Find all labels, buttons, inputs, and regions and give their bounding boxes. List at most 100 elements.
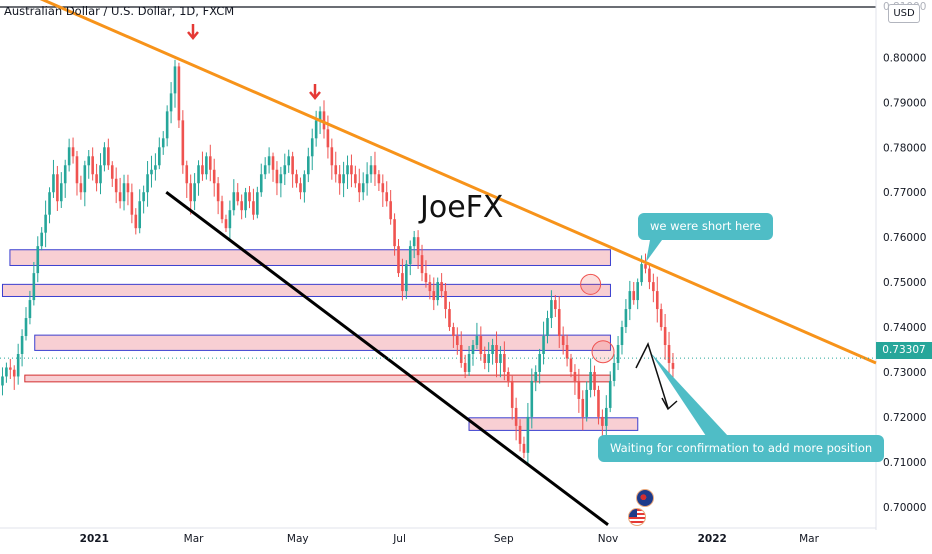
candle-body <box>110 165 114 179</box>
us-flag-icon[interactable] <box>628 508 646 526</box>
candle-body <box>114 178 118 193</box>
candle-body <box>224 219 228 229</box>
candle-body <box>456 336 459 346</box>
candle-body <box>401 273 404 292</box>
candle-body <box>283 165 287 175</box>
candle-body <box>87 156 91 166</box>
candle-body <box>28 300 32 319</box>
candle-body <box>173 66 177 94</box>
y-tick-label: 0.76000 <box>883 232 926 244</box>
candle-body <box>506 371 510 381</box>
candle-body <box>20 336 24 354</box>
candle-body <box>361 183 365 193</box>
candle-body <box>495 345 498 363</box>
candle-body <box>134 214 138 229</box>
candle-body <box>632 291 636 301</box>
confirmation-note-pointer <box>650 352 728 436</box>
candle-body <box>263 165 267 175</box>
y-tick-label: 0.78000 <box>883 142 926 154</box>
candle-body <box>185 165 189 184</box>
x-tick-label: 2021 <box>80 533 109 545</box>
projection-path <box>635 342 669 409</box>
candle-body <box>593 371 596 390</box>
candle-body <box>554 300 557 310</box>
candle-body <box>181 120 185 166</box>
candle-body <box>436 282 440 301</box>
candle-body <box>118 192 122 202</box>
candle-body <box>36 246 40 274</box>
candle-body <box>142 192 145 202</box>
x-tick-label: Mar <box>799 533 819 545</box>
candle-body <box>412 237 416 247</box>
candle-body <box>212 169 216 184</box>
candle-body <box>189 183 192 202</box>
candle-body <box>150 169 153 175</box>
candle-body <box>573 371 577 381</box>
candle-body <box>314 120 318 139</box>
candle-body <box>193 183 196 202</box>
y-tick-label: 0.74000 <box>883 322 926 334</box>
candle-body <box>350 165 353 175</box>
candle-body <box>330 147 334 166</box>
sr-zone-3 <box>34 334 611 351</box>
candle-body <box>648 268 651 283</box>
candle-body <box>240 201 243 211</box>
y-tick-label: 0.80000 <box>883 52 926 64</box>
candle-body <box>244 192 247 211</box>
candle-body <box>393 219 396 247</box>
candle-body <box>95 174 98 184</box>
short-note-callout[interactable]: we were short here <box>638 213 773 240</box>
candle-body <box>644 264 647 269</box>
candle-body <box>440 282 443 292</box>
candle-body <box>357 183 361 193</box>
au-flag-icon[interactable] <box>636 489 654 507</box>
candle-body <box>208 156 212 170</box>
confirmation-note-callout[interactable]: Waiting for confirmation to add more pos… <box>598 435 885 462</box>
x-tick-label: Jul <box>392 533 406 545</box>
upper-trendline <box>39 0 877 365</box>
short-note-pointer <box>646 240 662 262</box>
currency-button[interactable]: USD <box>888 4 920 23</box>
candle-body <box>459 345 463 363</box>
sr-zone-2 <box>1 283 611 297</box>
candle-body <box>299 183 302 193</box>
candle-body <box>585 389 588 417</box>
candle-body <box>228 210 232 229</box>
candle-body <box>271 156 275 170</box>
x-tick-label: 2022 <box>698 533 727 545</box>
candle-body <box>377 174 381 184</box>
candle-body <box>605 407 608 426</box>
candle-body <box>365 174 369 184</box>
candle-body <box>479 336 483 354</box>
candle-body <box>577 380 581 399</box>
candle-body <box>342 174 345 184</box>
candle-body <box>103 147 106 166</box>
candle-body <box>581 398 585 417</box>
candle-body <box>216 183 220 202</box>
candle-body <box>624 309 628 328</box>
candle-body <box>275 169 279 184</box>
candle-body <box>220 201 224 220</box>
candle-body <box>63 165 67 184</box>
x-tick-label: Mar <box>184 533 204 545</box>
candle-body <box>405 264 408 292</box>
candle-body <box>48 192 51 215</box>
candle-body <box>59 183 63 202</box>
candle-body <box>9 367 12 370</box>
candle-body <box>303 174 306 193</box>
candle-body <box>201 165 204 175</box>
symbol-title: Australian Dollar / U.S. Dollar, 1D, FXC… <box>4 4 235 18</box>
candle-body <box>52 174 55 193</box>
candle-body <box>542 336 545 354</box>
candle-body <box>652 282 655 292</box>
y-tick-label: 0.73000 <box>883 367 926 379</box>
candle-body <box>538 354 541 372</box>
lower-trendline <box>165 191 609 526</box>
candle-body <box>32 273 36 301</box>
candle-body <box>232 192 236 211</box>
candle-body <box>318 111 322 121</box>
sr-zone-4 <box>24 374 611 383</box>
x-tick-label: May <box>287 533 309 545</box>
candle-body <box>420 255 424 274</box>
